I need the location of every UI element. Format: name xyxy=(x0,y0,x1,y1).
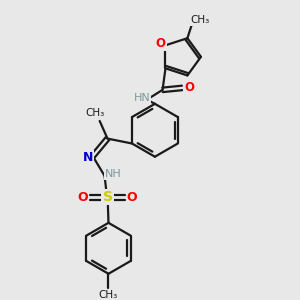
Text: NH: NH xyxy=(105,169,122,179)
Text: O: O xyxy=(78,191,88,204)
Text: O: O xyxy=(184,81,194,94)
Text: N: N xyxy=(83,151,93,164)
Text: HN: HN xyxy=(134,93,150,103)
Text: O: O xyxy=(156,37,166,50)
Text: O: O xyxy=(127,191,137,204)
Text: CH₃: CH₃ xyxy=(190,15,210,25)
Text: CH₃: CH₃ xyxy=(99,290,118,300)
Text: CH₃: CH₃ xyxy=(85,108,104,118)
Text: S: S xyxy=(103,190,112,204)
